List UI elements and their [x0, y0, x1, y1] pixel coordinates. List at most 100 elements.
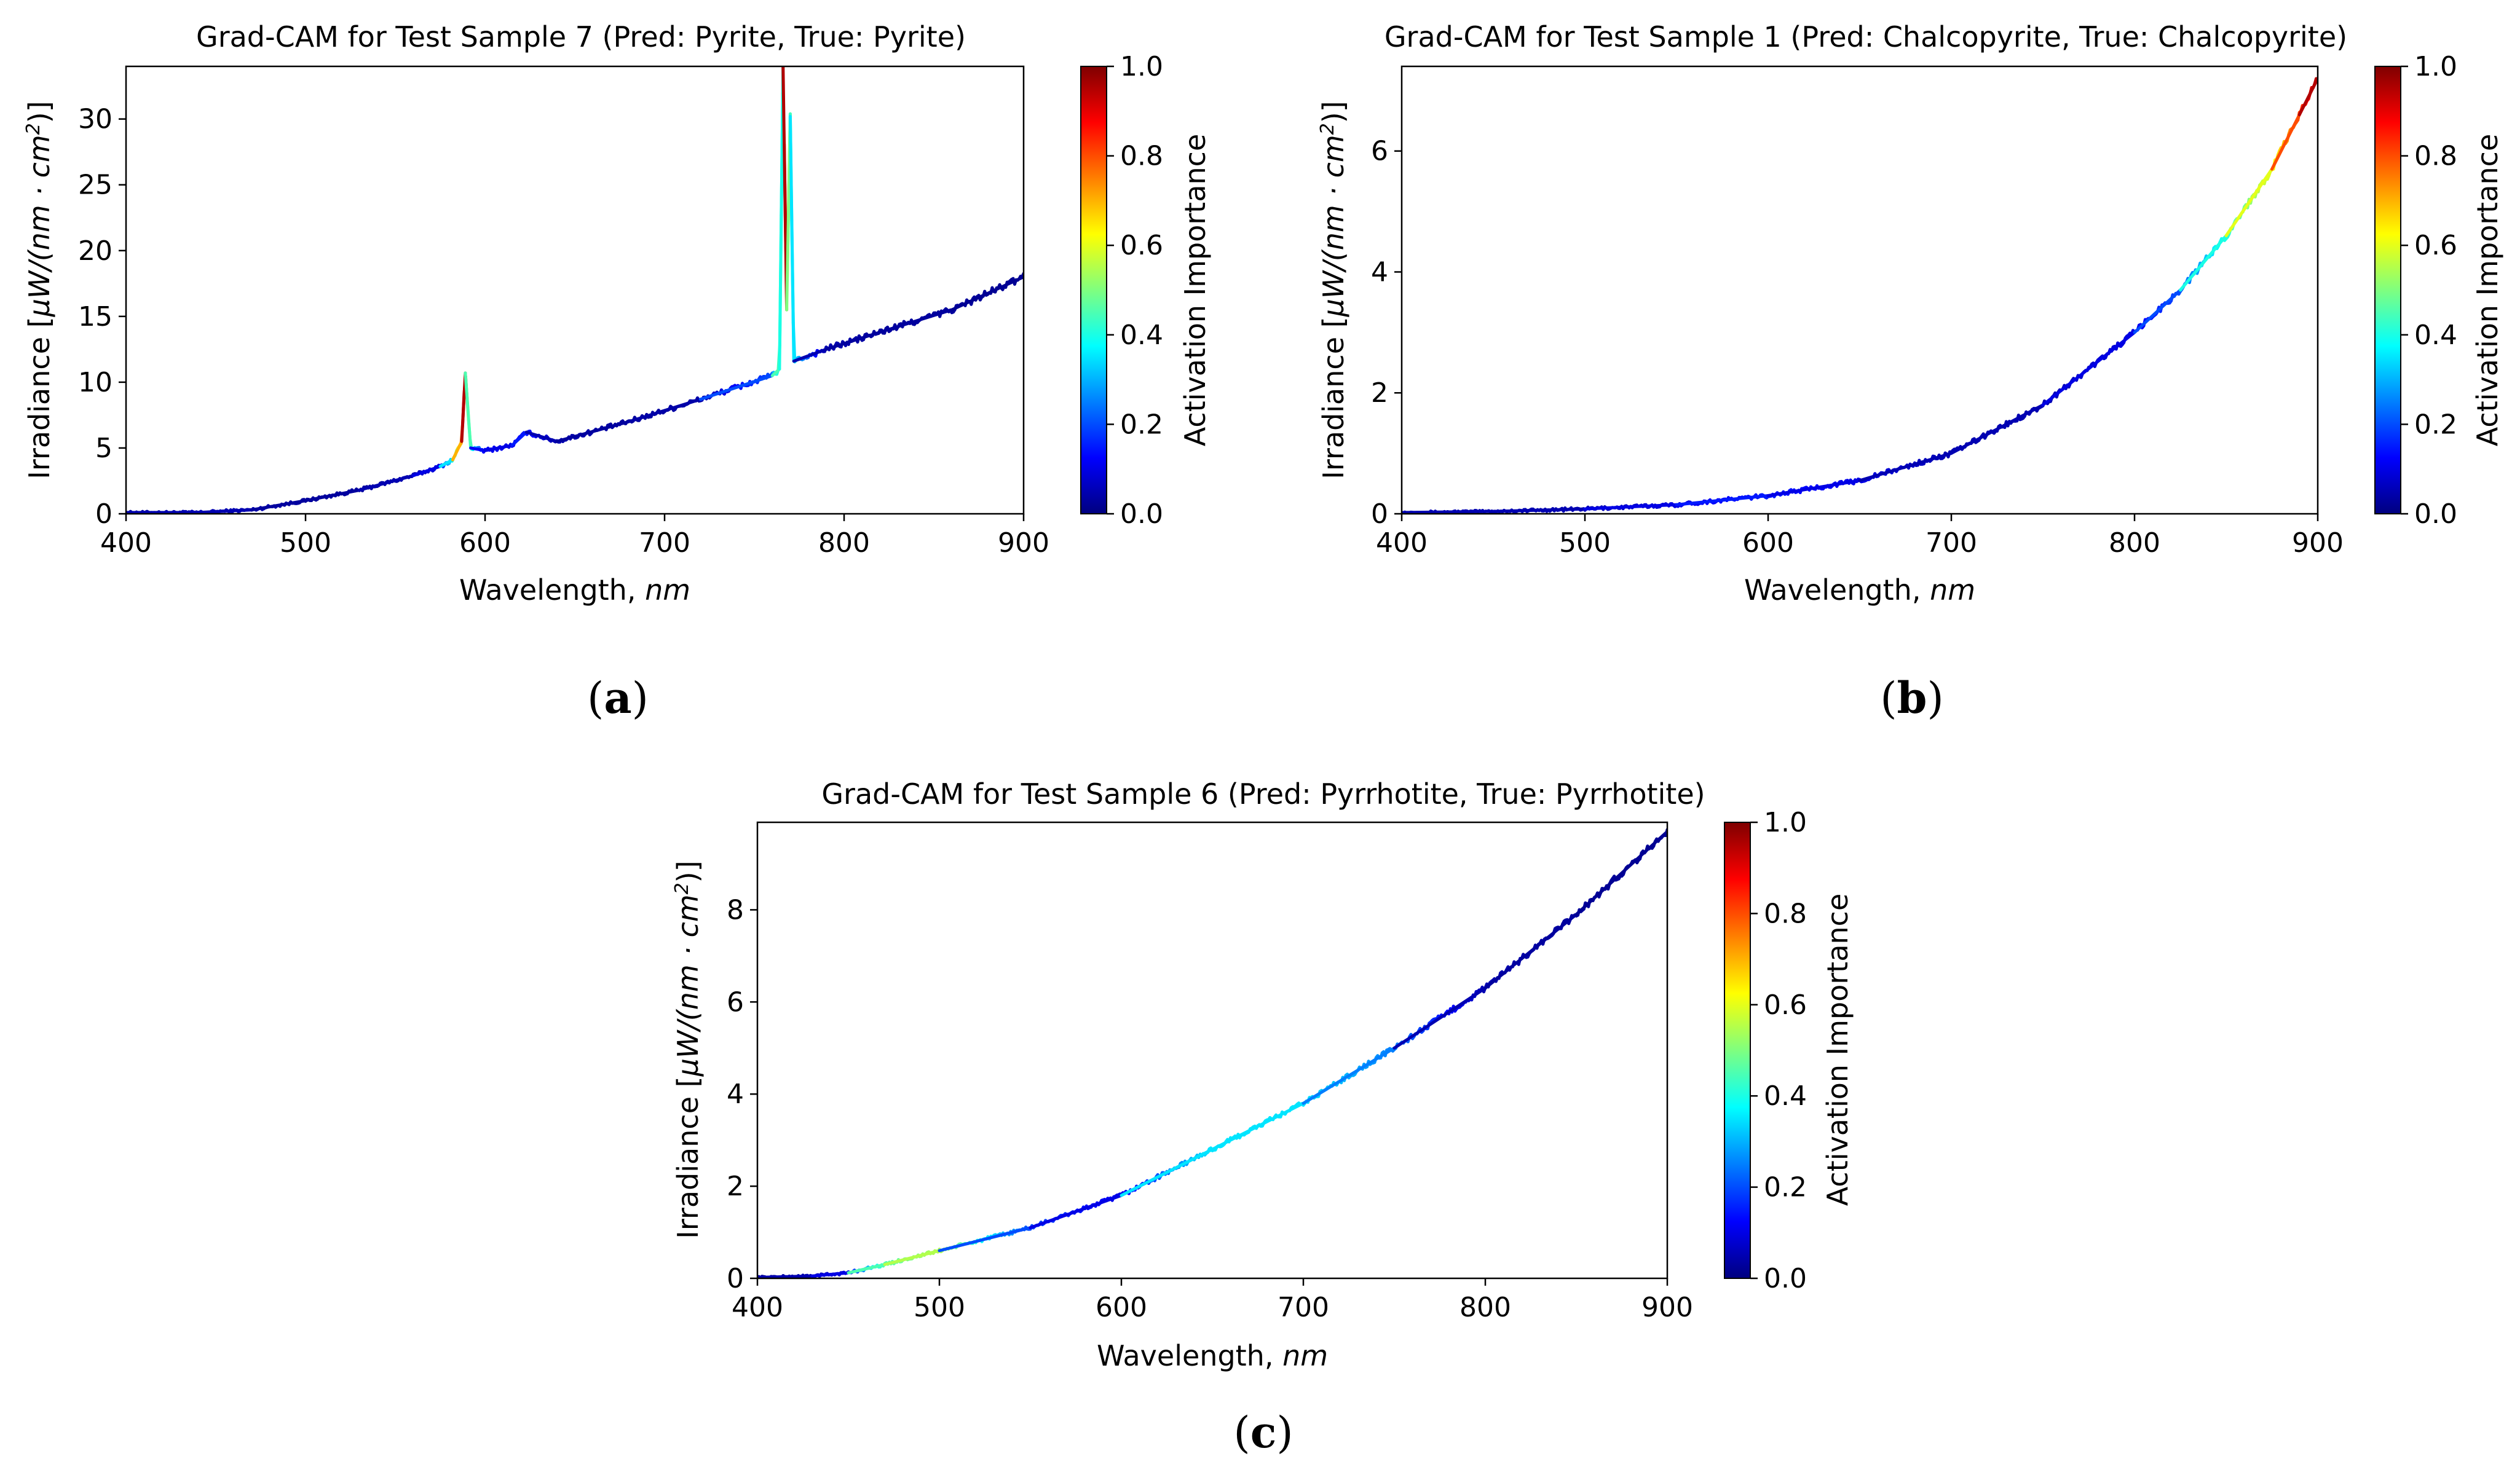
- axes-frame-c: [756, 821, 1669, 1280]
- data-point-segment: [483, 444, 514, 452]
- data-point-segment: [438, 458, 454, 468]
- data-point-segment: [2297, 77, 2318, 117]
- axes-frame-b: [1400, 65, 2319, 515]
- data-point-segment: [1211, 1101, 1305, 1151]
- panel-a-title: Grad-CAM for Test Sample 7 (Pred: Pyrite…: [196, 20, 966, 53]
- data-point-segment: [1766, 479, 1862, 497]
- data-point-segment: [1392, 986, 1487, 1050]
- x-tick-label: 600: [1742, 527, 1794, 559]
- colorbar-tick-label: 1.0: [1764, 807, 1807, 838]
- y-tick-label: 5: [95, 433, 113, 464]
- data-point-segment: [2041, 331, 2136, 407]
- x-tick-label: 700: [1278, 1292, 1329, 1323]
- panel-c-title: Grad-CAM for Test Sample 6 (Pred: Pyrrho…: [821, 777, 1705, 811]
- panel-c-plot: 400 500 600 700 800 900 0 2 4 6 8 0.0 0.2 0.4 0.6 0.8 1.…: [727, 807, 1807, 1323]
- y-tick-label: 0: [727, 1263, 744, 1294]
- data-point-segment: [304, 489, 361, 503]
- data-point-segment: [510, 430, 528, 447]
- data-point-segment: [2270, 113, 2301, 171]
- y-tick-label: 25: [78, 170, 113, 201]
- data-point-segment: [1483, 913, 1578, 990]
- data-point-segment: [698, 374, 774, 401]
- data-point-segment: [938, 1226, 1032, 1253]
- panel-a-plot: 400 500 600 700 800 900 0 5 10 15 20 25 30 0.0 0.2 0.4 0…: [78, 51, 1163, 559]
- data-point-segment: [824, 331, 882, 351]
- colorbar-tick-label: 0.6: [1764, 989, 1807, 1021]
- panel-a-letter: (a): [587, 672, 649, 723]
- data-point-segment: [788, 114, 796, 363]
- data-point-segment: [1675, 494, 1770, 506]
- x-tick-label: 800: [1459, 1292, 1511, 1323]
- x-tick-label: 900: [2292, 527, 2344, 559]
- colorbar-tick-label: 0.8: [1120, 141, 1163, 172]
- data-point-segment: [770, 368, 781, 377]
- data-point-segment: [2224, 167, 2273, 237]
- panel-a-xlabel: Wavelength, nm: [459, 573, 690, 607]
- x-tick-label: 500: [914, 1292, 965, 1323]
- y-tick-label: 6: [727, 986, 744, 1018]
- x-tick-label: 900: [1641, 1292, 1693, 1323]
- panel-b-xlabel: Wavelength, nm: [1744, 573, 1975, 607]
- series-line-c: [757, 828, 1667, 1278]
- y-tick-label: 2: [1371, 377, 1388, 409]
- y-tick-label: 4: [727, 1079, 744, 1110]
- data-point-segment: [1029, 1194, 1123, 1230]
- y-tick-label: 10: [78, 367, 113, 398]
- y-tick-label: 0: [95, 498, 113, 530]
- y-tick-label: 0: [1371, 498, 1388, 530]
- x-tick-label: 400: [732, 1292, 783, 1323]
- data-point-segment: [883, 1249, 941, 1266]
- data-point-segment: [451, 439, 464, 462]
- y-tick-label: 6: [1371, 136, 1388, 167]
- panel-a-colorbar-label: Activation Importance: [1179, 134, 1212, 447]
- colorbar-tick-label: 0.0: [1764, 1263, 1807, 1294]
- x-tick-label: 600: [1096, 1292, 1147, 1323]
- data-point-segment: [196, 508, 253, 514]
- colorbar-tick-label: 0.6: [2414, 230, 2457, 261]
- series-line-a: [126, 66, 1024, 514]
- data-point-segment: [950, 275, 1024, 312]
- y-tick-label: 8: [727, 894, 744, 926]
- panel-b-colorbar-label: Activation Importance: [2471, 134, 2504, 447]
- data-point-segment: [250, 499, 307, 512]
- data-point-segment: [464, 371, 473, 450]
- data-point-segment: [1574, 830, 1667, 916]
- colorbar-tick-label: 0.0: [1120, 498, 1163, 530]
- y-tick-label: 15: [78, 301, 113, 332]
- colorbar-tick-label: 0.2: [1764, 1172, 1807, 1203]
- x-tick-label: 400: [1376, 527, 1428, 559]
- colorbar-c: [1724, 822, 1751, 1279]
- data-point-segment: [1949, 403, 2045, 455]
- panel-b-letter: (b): [1880, 672, 1944, 723]
- data-point-segment: [2179, 234, 2228, 292]
- x-tick-label: 700: [639, 527, 690, 559]
- panel-c-ylabel: Irradiance [μW/(nm · cm2)]: [671, 860, 705, 1238]
- panel-c-letter: (c): [1233, 1407, 1293, 1458]
- colorbar-tick-label: 0.2: [2414, 409, 2457, 440]
- panel-c-xlabel: Wavelength, nm: [1097, 1339, 1328, 1372]
- panel-b-title: Grad-CAM for Test Sample 1 (Pred: Chalco…: [1384, 20, 2347, 53]
- y-tick-label: 2: [727, 1171, 744, 1202]
- x-tick-label: 400: [100, 527, 152, 559]
- data-point-segment: [1583, 503, 1678, 511]
- colorbar-tick-label: 0.4: [2414, 320, 2457, 351]
- data-point-segment: [358, 474, 415, 492]
- colorbar-tick-label: 0.4: [1120, 320, 1163, 351]
- colorbar-tick-label: 0.0: [2414, 498, 2457, 530]
- colorbar-tick-label: 0.4: [1764, 1080, 1807, 1112]
- data-point-segment: [1858, 452, 1953, 482]
- x-tick-label: 500: [1559, 527, 1611, 559]
- colorbar-tick-label: 1.0: [1120, 51, 1163, 82]
- x-tick-label: 500: [280, 527, 331, 559]
- x-tick-label: 600: [459, 527, 511, 559]
- x-tick-label: 900: [998, 527, 1049, 559]
- data-point-segment: [757, 1274, 814, 1278]
- data-point-segment: [1120, 1147, 1214, 1197]
- panel-c-colorbar-label: Activation Importance: [1821, 894, 1854, 1206]
- colorbar-a: [1080, 66, 1107, 514]
- data-point-segment: [555, 420, 631, 443]
- y-tick-label: 4: [1371, 256, 1388, 288]
- data-point-segment: [627, 398, 702, 423]
- data-point-segment: [810, 1271, 850, 1278]
